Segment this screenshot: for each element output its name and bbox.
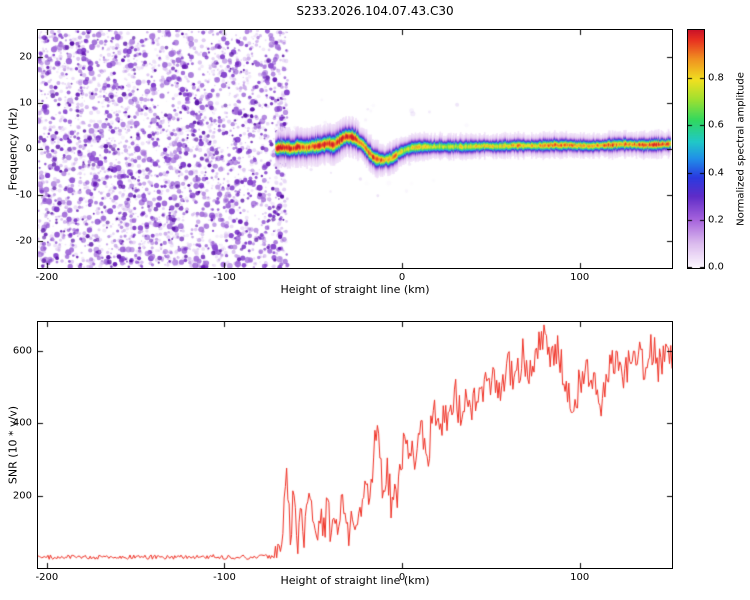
- tick-label: 0: [398, 572, 406, 583]
- tick-label: -10: [15, 189, 32, 201]
- tick-label: 600: [12, 345, 32, 357]
- colorbar: [687, 29, 705, 269]
- tick-label: 0: [398, 272, 406, 283]
- tick-label: 0.6: [708, 119, 724, 131]
- tick-label: 0.0: [708, 261, 724, 273]
- tick-label: 200: [12, 490, 32, 502]
- tick-label: 100: [570, 572, 590, 583]
- colorbar-label: Normalized spectral amplitude: [735, 72, 747, 226]
- spectrogram-canvas: [37, 29, 673, 269]
- tick-label: -200: [35, 272, 59, 283]
- tick-label: -100: [213, 572, 236, 583]
- tick-label: 20: [19, 51, 32, 63]
- tick-label: -200: [35, 572, 59, 583]
- tick-label: 400: [12, 417, 32, 429]
- tick-label: -20: [15, 235, 32, 247]
- spectrogram-ylabel: Frequency (Hz): [6, 107, 20, 191]
- snr-xlabel: Height of straight line (km): [280, 574, 430, 587]
- tick-label: 0: [25, 143, 32, 155]
- tick-label: 100: [570, 272, 590, 283]
- tick-label: 0.2: [708, 214, 724, 226]
- spectrogram-xlabel: Height of straight line (km): [280, 283, 430, 296]
- tick-label: 10: [19, 97, 32, 109]
- figure-title: S233.2026.104.07.43.C30: [296, 4, 454, 18]
- snr-canvas: [37, 321, 673, 569]
- tick-label: 0.8: [708, 72, 724, 84]
- tick-label: -100: [213, 272, 236, 283]
- tick-label: 0.4: [708, 167, 724, 179]
